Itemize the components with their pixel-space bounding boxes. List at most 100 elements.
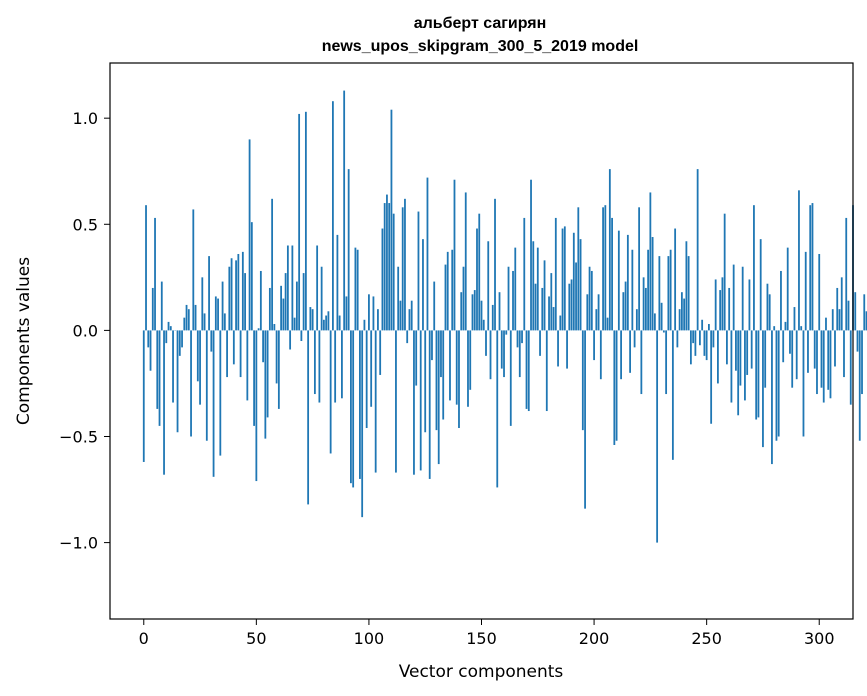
bar — [737, 330, 740, 416]
bar — [262, 330, 264, 363]
bar — [381, 228, 384, 331]
bar — [248, 139, 251, 331]
bar — [147, 330, 150, 348]
bar — [597, 294, 600, 331]
bar — [575, 262, 577, 331]
bar — [599, 330, 602, 380]
bar — [228, 266, 231, 331]
bar — [750, 330, 753, 369]
bar — [408, 309, 411, 331]
bar — [214, 296, 217, 331]
bar — [685, 241, 688, 331]
bar — [295, 281, 298, 331]
bar — [390, 109, 393, 331]
bar — [341, 330, 343, 399]
bar — [836, 287, 839, 331]
bar — [739, 330, 742, 386]
bar — [712, 330, 715, 348]
bar — [863, 294, 866, 331]
bar — [674, 228, 677, 331]
bar — [286, 245, 289, 331]
y-tick-label: 0.0 — [73, 321, 98, 340]
bar — [210, 330, 213, 352]
bar — [392, 213, 395, 331]
bar — [298, 113, 301, 331]
bar — [259, 270, 262, 331]
bar — [313, 330, 316, 395]
bar — [226, 330, 228, 378]
bar — [699, 330, 701, 346]
bar — [478, 213, 481, 331]
bar — [473, 290, 476, 331]
y-tick-label: −0.5 — [59, 427, 98, 446]
bar — [183, 317, 186, 331]
bar — [192, 209, 195, 331]
bar — [543, 260, 546, 331]
bar — [809, 205, 812, 331]
bar — [230, 258, 233, 331]
bar — [338, 315, 341, 331]
bar — [208, 256, 210, 331]
bar — [471, 294, 474, 331]
bar — [444, 264, 447, 331]
bar — [311, 309, 314, 331]
bar — [232, 330, 235, 365]
bar — [460, 292, 463, 331]
bar — [347, 169, 350, 331]
x-tick-label: 50 — [246, 629, 266, 648]
bar — [302, 273, 305, 331]
bar — [336, 234, 339, 331]
bar — [629, 330, 631, 373]
bar — [521, 330, 523, 344]
bar — [451, 249, 454, 331]
bar — [163, 330, 165, 475]
bar — [795, 330, 798, 380]
bar — [804, 251, 807, 331]
bar — [512, 270, 514, 331]
bar — [753, 205, 755, 331]
bar — [433, 281, 436, 331]
bar — [865, 311, 867, 331]
bar — [696, 169, 699, 331]
bar — [840, 277, 843, 331]
bar — [410, 300, 413, 331]
bar — [255, 330, 258, 482]
y-tick-label: 1.0 — [73, 109, 98, 128]
bar — [277, 330, 280, 409]
bar — [593, 330, 595, 361]
bar — [584, 330, 586, 509]
bar — [386, 194, 388, 331]
bar — [757, 330, 760, 418]
bar — [676, 330, 679, 348]
bar — [802, 330, 805, 437]
bar — [149, 330, 152, 371]
bar — [187, 309, 190, 331]
bar — [732, 264, 735, 331]
bar — [244, 273, 246, 331]
bar — [843, 330, 845, 378]
bar — [350, 330, 352, 484]
bar — [440, 330, 442, 378]
bar — [419, 330, 422, 471]
bar — [219, 330, 222, 456]
bar — [813, 330, 816, 369]
bar — [550, 273, 553, 331]
y-axis-label: Components values — [14, 257, 34, 425]
bar — [552, 307, 555, 331]
bar — [518, 330, 521, 378]
bar — [422, 239, 424, 331]
bar — [856, 330, 859, 352]
bar — [692, 330, 695, 344]
bar — [426, 177, 429, 331]
bar — [525, 330, 528, 409]
bar — [624, 281, 627, 331]
bar — [253, 330, 255, 426]
bar — [608, 169, 611, 331]
bar — [849, 330, 852, 405]
bar — [741, 266, 744, 331]
bar — [507, 266, 510, 331]
bar — [239, 330, 242, 378]
bar — [566, 330, 568, 369]
bar — [838, 309, 841, 331]
